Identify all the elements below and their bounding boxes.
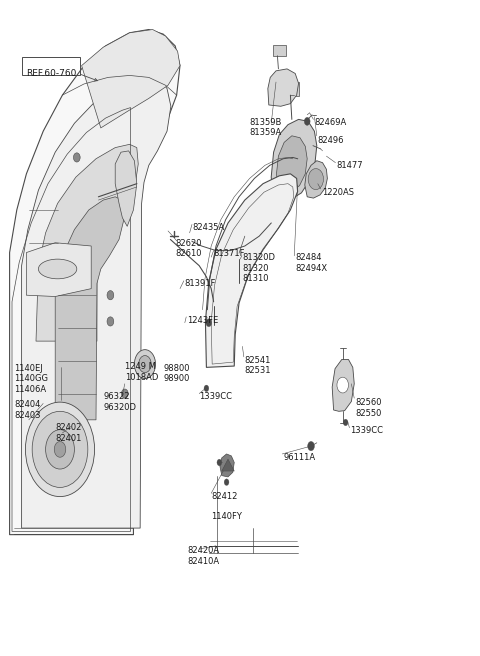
Polygon shape [82,30,180,128]
Circle shape [206,319,212,327]
Polygon shape [222,459,234,471]
Polygon shape [220,454,234,477]
Text: 82404
82403: 82404 82403 [14,400,41,420]
Text: 1140FY: 1140FY [211,512,242,521]
Polygon shape [26,243,91,297]
Text: REF.60-760: REF.60-760 [26,69,77,78]
Circle shape [107,291,114,300]
Text: 1220AS: 1220AS [322,188,354,197]
Circle shape [54,441,66,457]
Polygon shape [10,30,180,535]
Text: 98800
98900: 98800 98900 [163,364,190,384]
Text: 82541
82531: 82541 82531 [245,356,271,375]
Circle shape [304,117,310,125]
Text: 81320D
81320
81310: 81320D 81320 81310 [242,253,276,283]
Circle shape [210,320,217,329]
Text: 82496: 82496 [318,136,344,145]
Text: 1339CC: 1339CC [199,392,232,401]
Polygon shape [36,144,138,341]
Text: 82402
82401: 82402 82401 [55,423,82,443]
Circle shape [204,385,209,392]
Circle shape [32,411,88,487]
Text: 82484
82494X: 82484 82494X [295,253,327,273]
Polygon shape [55,197,124,420]
Polygon shape [276,136,307,192]
Text: 1249 M
1018AD: 1249 M 1018AD [125,362,158,382]
Polygon shape [332,359,354,411]
Circle shape [224,479,229,485]
FancyBboxPatch shape [273,45,286,56]
Circle shape [210,297,217,306]
Circle shape [217,459,222,466]
Circle shape [73,153,80,162]
Circle shape [343,419,348,426]
Ellipse shape [38,259,77,279]
Text: 82469A: 82469A [314,118,347,127]
Circle shape [134,350,156,379]
Circle shape [308,169,324,190]
Circle shape [337,377,348,393]
Circle shape [121,389,128,398]
Circle shape [25,402,95,497]
Circle shape [236,253,242,261]
Text: 96322
96320D: 96322 96320D [103,392,136,412]
Text: 1243FE: 1243FE [187,316,218,325]
Text: 1140EJ
1140GG
11406A: 1140EJ 1140GG 11406A [14,364,48,394]
Circle shape [107,317,114,326]
Text: 82435A: 82435A [192,223,224,232]
Polygon shape [305,161,327,198]
Polygon shape [268,69,299,106]
Text: 81391F: 81391F [185,279,216,288]
Text: 82560
82550: 82560 82550 [355,398,382,418]
Text: 82412: 82412 [211,492,238,501]
Circle shape [308,441,314,451]
Polygon shape [205,174,298,367]
Text: 96111A: 96111A [283,453,315,462]
Text: 82420A
82410A: 82420A 82410A [187,546,219,566]
Circle shape [46,430,74,469]
FancyBboxPatch shape [286,82,299,96]
Text: 82620
82610: 82620 82610 [175,239,202,258]
Circle shape [139,356,151,373]
Text: 1339CC: 1339CC [350,426,384,436]
Text: 81359B
81359A: 81359B 81359A [250,118,282,138]
Polygon shape [271,119,317,201]
Polygon shape [22,73,171,528]
Text: 81371F: 81371F [214,249,245,258]
Polygon shape [115,151,137,226]
Text: 81477: 81477 [336,161,362,171]
